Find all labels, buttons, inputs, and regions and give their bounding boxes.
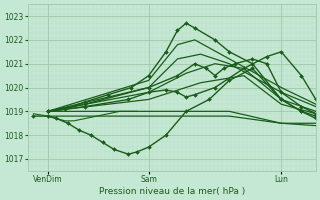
X-axis label: Pression niveau de la mer( hPa ): Pression niveau de la mer( hPa ) (99, 187, 245, 196)
